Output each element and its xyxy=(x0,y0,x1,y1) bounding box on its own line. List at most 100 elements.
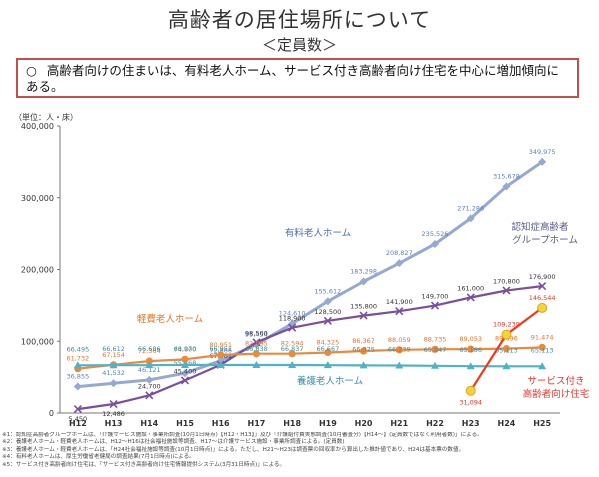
footnotes: ※1：認知症高齢者グループホームは、「介護サービス施設・事業所調査(10月1日時… xyxy=(2,432,598,469)
data-label: 66,239 xyxy=(388,345,411,353)
data-point xyxy=(538,343,546,351)
data-label: 66,838 xyxy=(245,345,268,353)
x-tick-label: H24 xyxy=(498,419,516,428)
data-label: 66,970 xyxy=(174,345,197,353)
data-label: 95,454 xyxy=(245,331,268,339)
y-axis-label: （単位：人・床） xyxy=(14,112,78,122)
data-label: 66,612 xyxy=(102,345,125,353)
data-label: 149,700 xyxy=(422,293,449,301)
data-label: 66,495 xyxy=(66,345,89,353)
data-label: 89,053 xyxy=(459,335,482,343)
data-point xyxy=(537,302,548,313)
data-label: 128,500 xyxy=(314,308,341,316)
data-label: 161,000 xyxy=(457,284,484,292)
data-label: 31,094 xyxy=(459,399,482,407)
data-point xyxy=(181,355,189,363)
data-label: 66,837 xyxy=(281,345,304,353)
data-point xyxy=(145,357,153,365)
y-tick-label: 100,000 xyxy=(21,337,54,346)
data-label: 135,800 xyxy=(350,303,377,311)
series-name-label: 養護老人ホーム xyxy=(297,375,363,387)
data-label: 155,612 xyxy=(314,287,341,295)
series-line xyxy=(77,346,543,370)
data-point xyxy=(395,361,404,369)
data-point xyxy=(145,375,154,384)
x-tick-label: H22 xyxy=(426,419,444,428)
footnote: ※2：養護老人ホーム・軽費老人ホームは、H12～H16は社会福祉施設等調査、H1… xyxy=(2,439,345,446)
x-tick-label: H25 xyxy=(533,419,551,428)
series-line xyxy=(77,285,543,411)
y-tick-label: 400,000 xyxy=(21,122,54,131)
data-point xyxy=(145,391,154,400)
data-point xyxy=(359,347,368,355)
data-label: 66,667 xyxy=(316,345,339,353)
page-subtitle: ＜定員数＞ xyxy=(261,36,337,54)
data-label: 86,367 xyxy=(352,337,375,345)
data-label: 124,610 xyxy=(279,310,306,318)
data-label: 66,951 xyxy=(209,345,232,353)
data-point xyxy=(359,277,368,286)
data-point xyxy=(501,329,512,340)
data-label: 24,700 xyxy=(138,382,161,390)
data-label: 66,686 xyxy=(138,345,161,353)
data-point xyxy=(502,345,511,353)
data-label: 271,286 xyxy=(457,204,484,212)
data-label: 36,855 xyxy=(66,373,89,381)
data-point xyxy=(395,307,404,316)
data-point xyxy=(323,297,332,306)
series-name-label: サービス付き xyxy=(527,376,584,387)
x-tick-label: H20 xyxy=(355,419,373,428)
x-tick-label: H16 xyxy=(212,419,230,428)
data-label: 12,486 xyxy=(102,410,125,418)
data-label: 45,400 xyxy=(174,367,197,375)
summary-box: ○ 高齢者向けの住まいは、有料老人ホーム、サービス付き高齢者向け住宅を中心に増加傾… xyxy=(16,58,579,98)
series-line xyxy=(77,363,543,368)
data-point xyxy=(431,345,439,353)
data-label: 72,364 xyxy=(138,347,161,355)
data-point xyxy=(431,361,439,369)
data-point xyxy=(252,338,261,347)
data-label: 61,732 xyxy=(66,355,89,363)
data-point xyxy=(465,385,476,396)
data-point xyxy=(359,361,368,369)
data-point xyxy=(467,345,475,353)
series-line xyxy=(77,160,543,389)
x-tick-label: H14 xyxy=(140,419,158,428)
data-point xyxy=(216,360,225,368)
data-point xyxy=(180,376,190,385)
data-point xyxy=(109,361,118,369)
y-tick-label: 200,000 xyxy=(21,266,54,275)
data-point xyxy=(181,369,189,378)
data-label: 109,239 xyxy=(493,321,520,329)
data-point xyxy=(430,301,440,310)
data-point xyxy=(466,293,475,302)
data-point xyxy=(502,182,511,191)
data-label: 98,500 xyxy=(245,329,268,337)
data-label: 146,544 xyxy=(529,294,556,302)
data-point xyxy=(359,311,368,320)
data-label: 88,735 xyxy=(424,335,447,343)
data-point xyxy=(109,379,118,388)
series-name-label: グループホーム xyxy=(512,234,578,246)
data-label: 67,154 xyxy=(102,351,125,359)
data-point xyxy=(288,350,296,358)
data-point xyxy=(502,286,511,295)
data-label: 170,800 xyxy=(493,277,520,285)
data-point xyxy=(73,382,82,391)
data-point xyxy=(217,351,225,359)
data-label: 91,474 xyxy=(531,333,554,341)
data-point xyxy=(181,360,189,368)
data-point xyxy=(73,361,82,369)
footnote: ※3：養護老人ホーム・軽費老人ホームは、「H24社会福祉施設等調査(10月1日時… xyxy=(2,446,465,453)
data-label: 5,450 xyxy=(69,415,88,423)
data-label: 66,375 xyxy=(352,345,375,353)
data-label: 315,678 xyxy=(493,173,520,181)
data-point xyxy=(538,157,547,166)
data-label: 141,900 xyxy=(386,298,413,306)
data-point xyxy=(73,405,82,414)
data-label: 88,059 xyxy=(388,336,411,344)
data-point xyxy=(252,350,261,358)
data-point xyxy=(431,240,439,249)
data-point xyxy=(288,323,297,332)
footnote: ※4：有料老人ホームは、厚生労働省老健局の調査結果(7月1日時点)による。 xyxy=(2,454,195,461)
